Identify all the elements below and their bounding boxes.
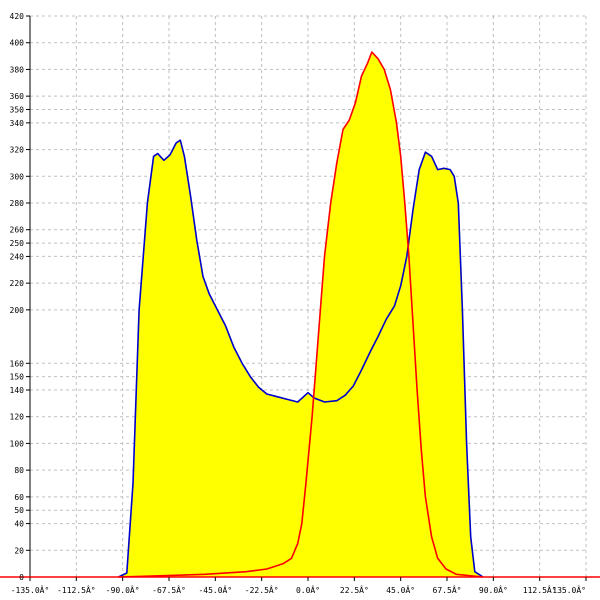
chart-grid: [29, 15, 587, 577]
y-tick-label-10: 200: [10, 306, 25, 315]
x-tick-label-2: -90.0Â°: [106, 584, 140, 595]
x-tick-label-9: 67.5Â°: [433, 584, 462, 595]
y-tick-label-7: 140: [10, 386, 25, 395]
y-tick-label-21: 380: [10, 65, 25, 74]
y-tick-label-zero: 0: [19, 573, 24, 582]
y-tick-label-22: 400: [10, 39, 25, 48]
series-line-1: [118, 51, 484, 578]
y-tick-label-9: 160: [10, 359, 25, 368]
x-tick-label-5: -22.5Â°: [245, 584, 279, 595]
x-tick-label-6: 0.0Â°: [296, 584, 320, 595]
y-tick-label-13: 250: [10, 239, 25, 248]
x-tick-label-8: 45.0Â°: [386, 584, 415, 595]
y-tick-label-17: 320: [10, 146, 25, 155]
y-tick-label-14: 260: [10, 226, 25, 235]
y-tick-label-0: 20: [14, 546, 24, 555]
x-tick-label-3: -67.5Â°: [152, 584, 186, 595]
y-tick-label-19: 350: [10, 106, 25, 115]
y-tick-label-6: 120: [10, 413, 25, 422]
x-tick-label-11: 112.5Â°: [523, 584, 557, 595]
y-tick-label-20: 360: [10, 92, 25, 101]
chart-area-fill: [118, 52, 483, 578]
series-line-0: [118, 139, 484, 578]
x-tick-label-7: 22.5Â°: [340, 584, 369, 595]
x-tick-label-0: -135.0Â°: [11, 584, 50, 595]
y-tick-label-23: 420: [10, 12, 25, 21]
x-tick-label-10: 90.0Â°: [479, 584, 508, 595]
y-tick-label-4: 80: [14, 466, 24, 475]
y-tick-label-18: 340: [10, 119, 25, 128]
x-tick-label-12: 135.0Â°: [552, 584, 586, 595]
y-tick-label-16: 300: [10, 172, 25, 181]
y-tick-label-5: 100: [10, 439, 25, 448]
chart-series: [118, 51, 484, 578]
y-tick-label-1: 40: [14, 520, 24, 529]
x-tick-label-1: -112.5Â°: [57, 584, 96, 595]
x-tick-labels: -135.0Â° -112.5Â° -90.0Â° -67.5Â° -45.0Â° -22…: [11, 584, 586, 595]
y-tick-label-3: 60: [14, 493, 24, 502]
series-fill-1: [118, 52, 483, 578]
y-tick-label-8: 150: [10, 373, 25, 382]
y-tick-label-12: 240: [10, 252, 25, 261]
y-tick-label-15: 280: [10, 199, 25, 208]
y-tick-labels: 20 40 50 60 80 100 120 140 150 160 200 220 240 250 260…: [10, 12, 25, 582]
y-tick-label-11: 220: [10, 279, 25, 288]
chart-axes: [0, 15, 600, 581]
y-tick-label-2: 50: [14, 506, 24, 515]
x-tick-label-4: -45.0Â°: [198, 584, 232, 595]
